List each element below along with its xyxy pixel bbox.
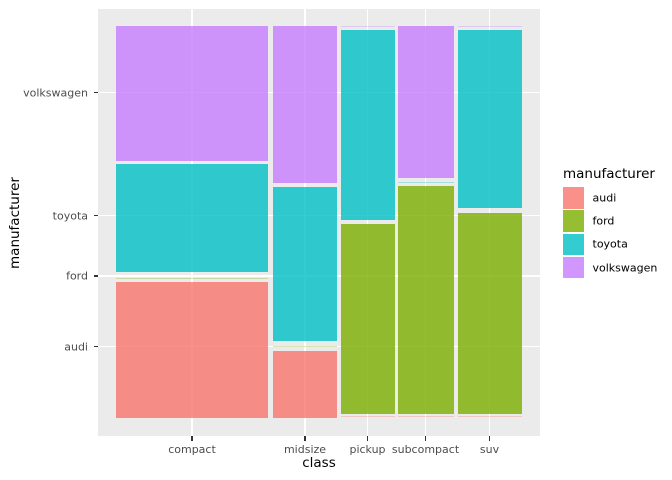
legend-label-toyota: toyota <box>592 237 628 251</box>
x-tick-mark-subcompact <box>424 436 427 441</box>
mosaic-tile-suv-audi <box>457 415 522 417</box>
y-tick-label-audi: audi <box>64 340 88 353</box>
x-tick-label-subcompact: subcompact <box>391 443 460 456</box>
y-tick-label-toyota: toyota <box>52 209 88 222</box>
mosaic-tile-compact-toyota <box>116 164 268 272</box>
y-axis-title: manufacturer <box>7 176 23 269</box>
mosaic-tile-suv-toyota <box>457 30 522 208</box>
y-tick-mark-ford <box>93 275 98 277</box>
mosaic-tile-suv-volkswagen <box>457 25 522 27</box>
x-tick-mark-pickup <box>366 436 369 441</box>
major-gridline-vertical <box>366 9 369 436</box>
mosaic-tile-pickup-volkswagen <box>341 25 395 27</box>
legend-label-audi: audi <box>592 191 617 205</box>
x-tick-label-suv: suv <box>479 443 500 456</box>
y-tick-label-ford: ford <box>66 269 88 283</box>
x-tick-mark-midsize <box>304 436 306 441</box>
mosaic-tile-compact-ford <box>116 277 268 279</box>
legend-key-volkswagen <box>562 256 584 279</box>
major-gridline-horizontal <box>98 345 540 348</box>
mosaic-tile-subcompact-ford <box>398 186 454 414</box>
legend-key-toyota <box>562 233 584 256</box>
mosaic-tile-midsize-audi <box>273 350 337 418</box>
mosaic-tile-subcompact-audi <box>398 415 454 417</box>
legend-title: manufacturer <box>563 166 655 182</box>
x-tick-mark-suv <box>488 436 491 441</box>
mosaic-tile-subcompact-toyota <box>398 181 454 183</box>
y-tick-mark-toyota <box>93 214 98 217</box>
mosaic-tile-pickup-toyota <box>341 30 395 220</box>
plot-panel <box>98 9 540 436</box>
x-tick-label-compact: compact <box>168 443 216 456</box>
x-tick-label-pickup: pickup <box>349 443 386 456</box>
x-axis-title: class <box>302 455 336 471</box>
mosaic-tile-pickup-audi <box>341 415 395 417</box>
mosaic-tile-midsize-toyota <box>273 186 337 341</box>
mosaic-tile-compact-audi <box>116 281 268 418</box>
x-tick-label-midsize: midsize <box>283 443 327 456</box>
mosaic-tile-midsize-volkswagen <box>273 25 337 183</box>
legend-label-ford: ford <box>592 214 615 228</box>
mosaic-tile-compact-volkswagen <box>116 25 268 161</box>
mosaic-tile-subcompact-volkswagen <box>398 25 454 178</box>
mosaic-tile-pickup-ford <box>341 224 395 414</box>
mosaic-tile-suv-ford <box>457 212 522 414</box>
mosaic-tile-midsize-ford <box>273 345 337 347</box>
y-tick-mark-volkswagen <box>93 92 98 94</box>
y-tick-label-volkswagen: volkswagen <box>23 86 88 100</box>
legend-label-volkswagen: volkswagen <box>592 261 658 275</box>
y-tick-mark-audi <box>93 345 98 348</box>
legend-key-ford <box>562 210 584 232</box>
legend-key-audi <box>562 187 584 209</box>
x-tick-mark-compact <box>191 436 193 441</box>
